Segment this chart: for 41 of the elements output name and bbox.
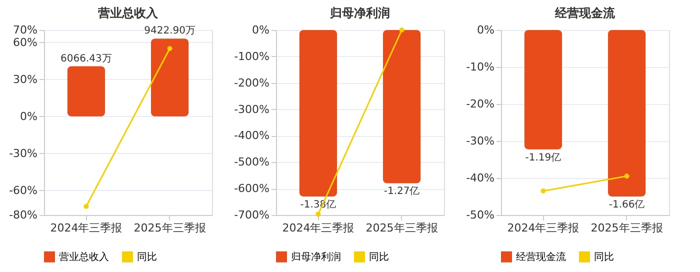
x-tick-label: 2025年三季报 <box>366 222 438 234</box>
y-tick-label: 30% <box>13 72 38 86</box>
y-tick-label: -20% <box>466 98 494 110</box>
y-tick-label: -60% <box>9 184 38 197</box>
legend-label: 同比 <box>137 250 157 263</box>
y-tick-label: -600% <box>234 182 270 196</box>
y-tick-label: 0% <box>20 110 38 123</box>
y-tick-label: -40% <box>466 172 494 184</box>
y-tick-label: 0% <box>477 24 494 36</box>
legend-label: 经营现金流 <box>516 250 566 263</box>
data-label: -1.19亿 <box>525 152 562 164</box>
x-tick-label: 2025年三季报 <box>134 222 206 234</box>
data-label: 9422.90万 <box>144 26 196 37</box>
x-tick-label: 2024年三季报 <box>507 222 580 234</box>
chart-title: 经营现金流 <box>554 6 616 20</box>
chart-title: 归母净利润 <box>329 6 390 20</box>
y-tick-label: -100% <box>234 50 270 63</box>
y-tick-label: -80% <box>9 208 38 222</box>
y-tick-label: -30% <box>466 134 494 148</box>
y-tick-label: -500% <box>234 156 270 169</box>
y-tick-label: -10% <box>466 60 494 74</box>
y-tick-label: -200% <box>234 76 270 90</box>
y-tick-label: 70% <box>13 24 38 36</box>
data-label: -1.27亿 <box>384 186 420 198</box>
y-tick-label: -50% <box>466 208 494 222</box>
x-tick-label: 2024年三季报 <box>282 222 354 234</box>
data-label: -1.66亿 <box>608 200 645 210</box>
y-tick-label: -400% <box>234 129 270 142</box>
x-tick-label: 2024年三季报 <box>50 222 122 234</box>
legend-label: 同比 <box>369 250 389 263</box>
y-tick-label: 60% <box>13 36 38 49</box>
legend-label: 归母净利润 <box>291 250 341 263</box>
y-tick-label: -700% <box>234 208 270 222</box>
y-tick-label: -30% <box>9 146 38 160</box>
chart-title: 营业总收入 <box>97 6 159 20</box>
x-tick-label: 2025年三季报 <box>590 222 663 234</box>
legend-label: 营业总收入 <box>59 250 109 263</box>
y-tick-label: 0% <box>252 24 270 36</box>
data-label: 6066.43万 <box>60 53 112 64</box>
y-tick-label: -300% <box>234 102 270 116</box>
legend-label: 同比 <box>594 250 614 263</box>
